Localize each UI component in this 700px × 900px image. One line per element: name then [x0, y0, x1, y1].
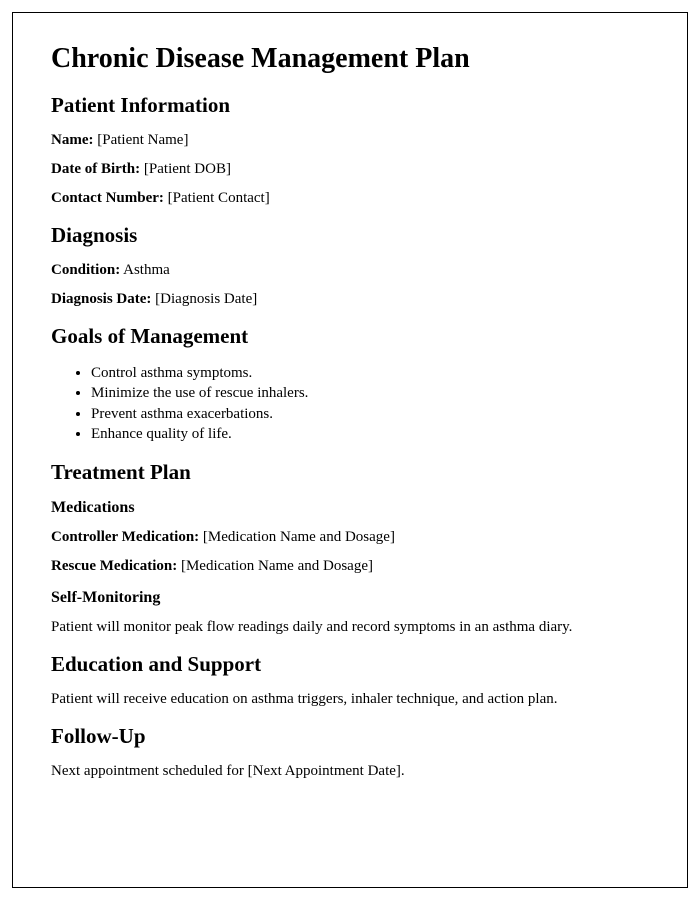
section-heading-patient-info: Patient Information [51, 93, 649, 118]
field-value: [Medication Name and Dosage] [199, 529, 395, 545]
education-text: Patient will receive education on asthma… [51, 691, 649, 708]
field-label: Controller Medication: [51, 529, 199, 545]
goals-list: Control asthma symptoms. Minimize the us… [91, 363, 649, 444]
followup-text: Next appointment scheduled for [Next App… [51, 763, 649, 780]
field-value: [Patient Contact] [164, 190, 270, 206]
field-label: Condition: [51, 262, 120, 278]
section-heading-goals: Goals of Management [51, 324, 649, 349]
field-value: [Patient Name] [93, 132, 188, 148]
list-item: Prevent asthma exacerbations. [91, 404, 649, 424]
subsection-heading-self-monitoring: Self-Monitoring [51, 589, 649, 607]
field-value: Asthma [120, 262, 170, 278]
self-monitoring-text: Patient will monitor peak flow readings … [51, 619, 649, 636]
field-label: Rescue Medication: [51, 558, 177, 574]
field-diagnosis-date: Diagnosis Date: [Diagnosis Date] [51, 291, 649, 308]
field-contact: Contact Number: [Patient Contact] [51, 190, 649, 207]
list-item: Control asthma symptoms. [91, 363, 649, 383]
field-label: Contact Number: [51, 190, 164, 206]
section-heading-education: Education and Support [51, 652, 649, 677]
list-item: Minimize the use of rescue inhalers. [91, 383, 649, 403]
field-controller-med: Controller Medication: [Medication Name … [51, 529, 649, 546]
document-container: Chronic Disease Management Plan Patient … [12, 12, 688, 888]
field-value: [Patient DOB] [140, 161, 231, 177]
section-heading-followup: Follow-Up [51, 724, 649, 749]
field-name: Name: [Patient Name] [51, 132, 649, 149]
section-heading-diagnosis: Diagnosis [51, 223, 649, 248]
page-title: Chronic Disease Management Plan [51, 43, 649, 75]
field-label: Diagnosis Date: [51, 291, 151, 307]
field-rescue-med: Rescue Medication: [Medication Name and … [51, 558, 649, 575]
field-label: Name: [51, 132, 93, 148]
list-item: Enhance quality of life. [91, 424, 649, 444]
section-heading-treatment: Treatment Plan [51, 460, 649, 485]
field-value: [Diagnosis Date] [151, 291, 257, 307]
subsection-heading-medications: Medications [51, 499, 649, 517]
field-label: Date of Birth: [51, 161, 140, 177]
field-dob: Date of Birth: [Patient DOB] [51, 161, 649, 178]
field-condition: Condition: Asthma [51, 262, 649, 279]
field-value: [Medication Name and Dosage] [177, 558, 373, 574]
